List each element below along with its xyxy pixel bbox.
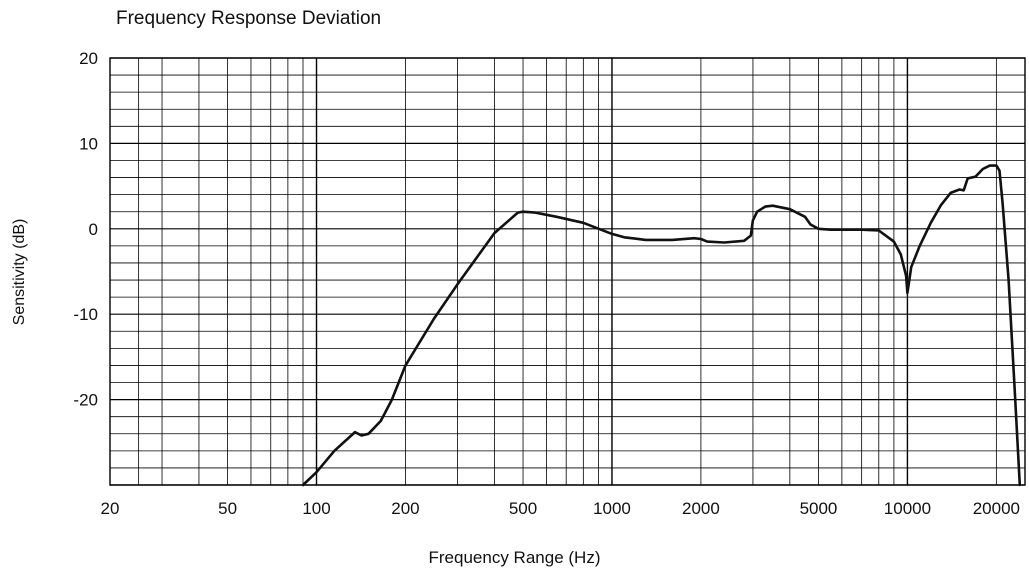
x-tick-label: 1000 [593,499,631,518]
x-tick-label: 20000 [973,499,1020,518]
x-tick-label: 50 [218,499,237,518]
x-tick-label: 2000 [682,499,720,518]
x-tick-label: 10000 [884,499,931,518]
y-tick-label: -10 [73,305,98,324]
series-line [303,166,1020,485]
y-tick-label: -20 [73,391,98,410]
x-tick-label: 5000 [800,499,838,518]
x-tick-label: 20 [101,499,120,518]
x-tick-label: 100 [302,499,330,518]
plot-frame [110,58,1025,485]
x-tick-label: 500 [509,499,537,518]
y-tick-label: 10 [79,134,98,153]
y-tick-label: 20 [79,49,98,68]
x-tick-label: 200 [391,499,419,518]
series-layer [303,166,1020,485]
y-tick-label: 0 [89,220,98,239]
grid [110,58,1025,485]
